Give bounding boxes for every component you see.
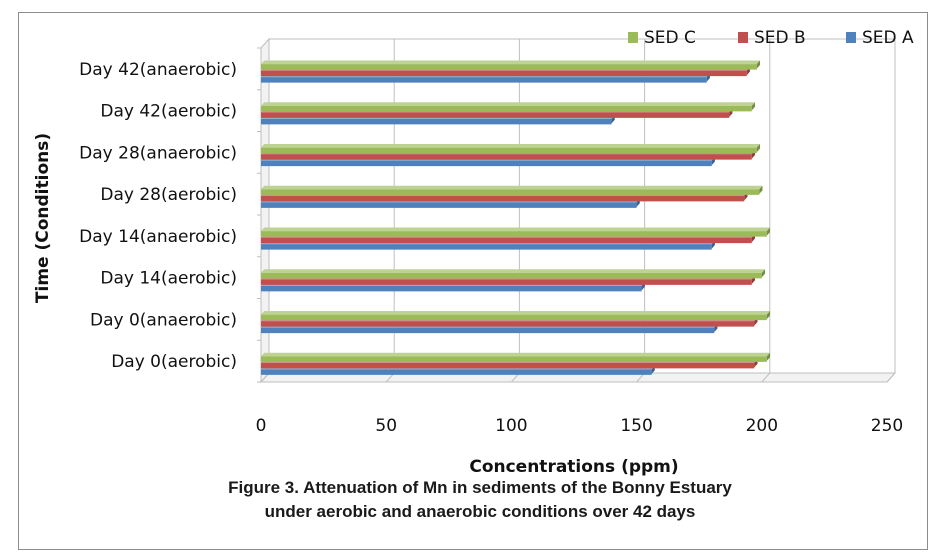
legend-label: SED C xyxy=(644,28,696,48)
bar-sed-c xyxy=(261,189,760,195)
legend-label: SED A xyxy=(862,28,914,48)
bar-top-sed-c xyxy=(261,144,760,148)
y-tick-label: Day 42(aerobic) xyxy=(100,102,237,122)
bar-top-sed-c xyxy=(261,269,765,273)
bar-sed-a xyxy=(261,77,707,83)
bar-sed-b xyxy=(261,195,745,202)
y-axis-title: Time (Conditions) xyxy=(33,133,53,303)
bar-sed-c xyxy=(261,147,757,154)
caption-line-1: Figure 3. Attenuation of Mn in sediments… xyxy=(228,478,732,497)
bar-sed-a xyxy=(261,202,637,208)
bar-sed-a xyxy=(261,285,642,292)
x-tick-label: 200 xyxy=(746,416,778,436)
bar-sed-b xyxy=(261,321,755,327)
bar-end-sed-c xyxy=(766,227,771,236)
bar-sed-c xyxy=(261,231,767,237)
y-tick-label: Day 28(anaerobic) xyxy=(79,143,237,163)
bar-sed-c xyxy=(261,64,757,70)
bar-top-sed-c xyxy=(261,102,755,106)
y-tick-label: Day 14(aerobic) xyxy=(100,269,237,289)
x-tick-label: 250 xyxy=(871,416,903,436)
bar-top-sed-c xyxy=(261,227,771,232)
y-tick-label: Day 0(aerobic) xyxy=(111,352,237,372)
x-tick-label: 150 xyxy=(620,416,652,436)
bar-top-sed-c xyxy=(261,311,771,315)
gridline-floor xyxy=(761,372,771,383)
bar-sed-a xyxy=(261,160,712,167)
bar-end-sed-c xyxy=(756,144,760,153)
x-tick-label: 50 xyxy=(375,416,397,436)
bar-sed-a xyxy=(261,244,712,250)
bar-sed-b xyxy=(261,112,730,118)
bar-sed-b xyxy=(261,237,752,244)
bar-sed-a xyxy=(261,369,652,375)
bar-sed-c xyxy=(261,105,752,112)
bar-sed-c xyxy=(261,356,767,362)
y-tick-label: Day 0(anaerobic) xyxy=(90,310,237,330)
x-tick-label: 0 xyxy=(256,416,267,436)
bar-end-sed-c xyxy=(766,352,771,361)
legend-swatch xyxy=(738,32,748,43)
caption-line-2: under aerobic and anaerobic conditions o… xyxy=(264,502,696,521)
bar-end-sed-c xyxy=(756,60,760,69)
bar-end-sed-c xyxy=(761,269,765,278)
bar-sed-a xyxy=(261,118,612,125)
x-tick-label: 100 xyxy=(495,416,527,436)
bar-top-sed-c xyxy=(261,60,760,65)
y-tick-label: Day 14(anaerobic) xyxy=(79,227,237,247)
bar-end-sed-c xyxy=(751,102,755,111)
x-axis-title: Concentrations (ppm) xyxy=(469,457,678,477)
bar-top-sed-c xyxy=(261,352,771,357)
figure-caption: Figure 3. Attenuation of Mn in sediments… xyxy=(150,476,810,524)
legend-label: SED B xyxy=(754,28,806,48)
bar-sed-b xyxy=(261,362,755,369)
bar-top-sed-c xyxy=(261,185,763,190)
bar-sed-b xyxy=(261,70,747,77)
y-tick-label: Day 42(anaerobic) xyxy=(79,60,237,80)
bar-end-sed-c xyxy=(766,311,771,320)
bar-sed-c xyxy=(261,272,762,279)
legend-swatch xyxy=(846,32,856,43)
bar-sed-b xyxy=(261,279,752,285)
gridline-floor xyxy=(886,372,896,383)
bar-sed-c xyxy=(261,314,767,321)
legend-swatch xyxy=(628,32,638,43)
bar-sed-a xyxy=(261,327,715,334)
bar-sed-b xyxy=(261,154,752,160)
y-tick-label: Day 28(aerobic) xyxy=(100,185,237,205)
bar-end-sed-c xyxy=(759,185,763,194)
